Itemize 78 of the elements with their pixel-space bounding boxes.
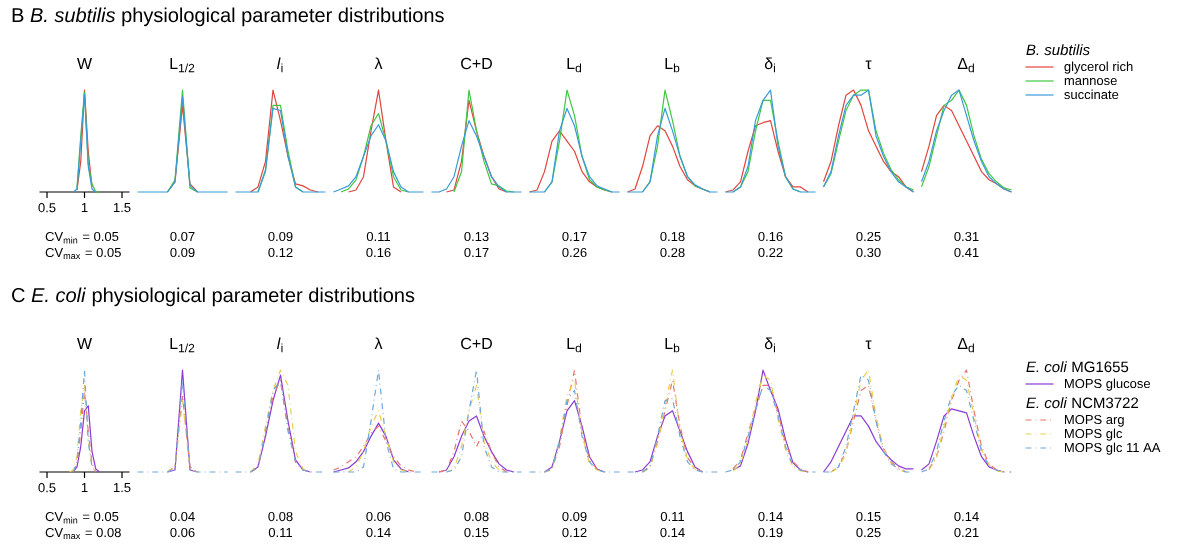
text: 0.06 [170, 527, 195, 538]
text: 0.14 [954, 511, 979, 522]
chart-title: L$_{b}$ [665, 337, 680, 353]
legend-label: glycerol rich [1064, 61, 1133, 74]
chart-title: l$_{i}$ [276, 57, 283, 73]
chart-title: λ [374, 57, 383, 69]
text: 0.14 [660, 527, 685, 538]
text: 0.11 [366, 231, 391, 242]
legend-label: MOPS arg [1064, 414, 1124, 427]
chart-title: W [77, 57, 93, 69]
text: 0.16 [758, 231, 783, 242]
chart-title: λ [374, 337, 383, 349]
chart-title: L$_{1/2}$ [170, 337, 195, 353]
legend-label: mannose [1064, 78, 1117, 86]
chart-title: L$_{d}$ [567, 57, 582, 73]
text: 0.11 [268, 527, 293, 538]
text: E. coli NCM3722 [1026, 397, 1139, 409]
text: 0.15 [464, 527, 489, 538]
text: 0.26 [562, 247, 587, 258]
text: 0.13 [464, 231, 489, 242]
legend-label: MOPS glc [1064, 428, 1123, 441]
text: 0.21 [954, 527, 979, 538]
text: CV$_{max}$ = 0.05 [45, 247, 121, 260]
text: 0.31 [954, 231, 979, 242]
x-tick-label: 1.5 [113, 203, 131, 213]
chart-title: C+D [461, 337, 492, 350]
legend-label: MOPS glc 11 AA [1064, 442, 1161, 455]
text: 0.28 [660, 247, 685, 258]
text: 0.30 [856, 247, 881, 258]
text: 0.16 [366, 247, 391, 258]
text: 0.18 [660, 231, 685, 242]
text: 0.09 [268, 231, 293, 242]
x-tick-label: 0.5 [38, 203, 56, 213]
text: 0.14 [366, 527, 391, 538]
legend-title: E. coli MG1655 [1026, 361, 1129, 373]
chart-title: L$_{1/2}$ [170, 57, 195, 73]
text: 0.12 [562, 527, 587, 538]
text: 0.06 [366, 511, 391, 522]
chart-title: L$_{d}$ [567, 337, 582, 353]
text: 0.17 [464, 247, 489, 258]
text: 0.25 [856, 231, 881, 242]
x-tick-label: 1.5 [113, 483, 131, 493]
x-tick-label: 0.5 [38, 483, 56, 493]
text: CV$_{min}$ = 0.05 [45, 511, 119, 524]
text: 0.25 [856, 527, 881, 538]
text: 0.07 [170, 231, 195, 242]
text: 0.19 [758, 527, 783, 538]
chart-title: W [77, 337, 93, 349]
chart-title: Δ$_{d}$ [957, 57, 974, 73]
text: 0.41 [954, 247, 979, 258]
text: 0.04 [170, 511, 195, 522]
legend-label: MOPS glucose [1064, 378, 1151, 391]
text: 0.17 [562, 231, 587, 242]
chart-title: τ [865, 60, 872, 70]
text: 0.11 [660, 511, 685, 522]
text: 0.09 [170, 247, 195, 258]
text: 0.14 [758, 511, 783, 522]
chart-title: C+D [461, 57, 492, 70]
x-tick-label: 1 [81, 483, 88, 493]
text: B B. subtilis physiological parameter distributions [12, 7, 444, 27]
chart-title: L$_{b}$ [665, 57, 680, 73]
chart-title: τ [865, 340, 872, 350]
chart-title: δ$_{i}$ [764, 337, 775, 353]
legend-label: succinate [1064, 89, 1119, 100]
text: 0.08 [464, 511, 489, 522]
legend-title: B. subtilis [1026, 44, 1090, 56]
text: 0.22 [758, 247, 783, 258]
text: CV$_{max}$ = 0.08 [45, 527, 121, 540]
text: 0.15 [856, 511, 881, 522]
text: CV$_{min}$ = 0.05 [45, 231, 119, 244]
text: 0.09 [562, 511, 587, 522]
chart-title: l$_{i}$ [276, 337, 283, 353]
text: 0.12 [268, 247, 293, 258]
chart-title: δ$_{i}$ [764, 57, 775, 73]
x-tick-label: 1 [81, 203, 88, 213]
text: 0.08 [268, 511, 293, 522]
text: C E. coli physiological parameter distributions [12, 287, 415, 307]
chart-title: Δ$_{d}$ [957, 337, 974, 353]
